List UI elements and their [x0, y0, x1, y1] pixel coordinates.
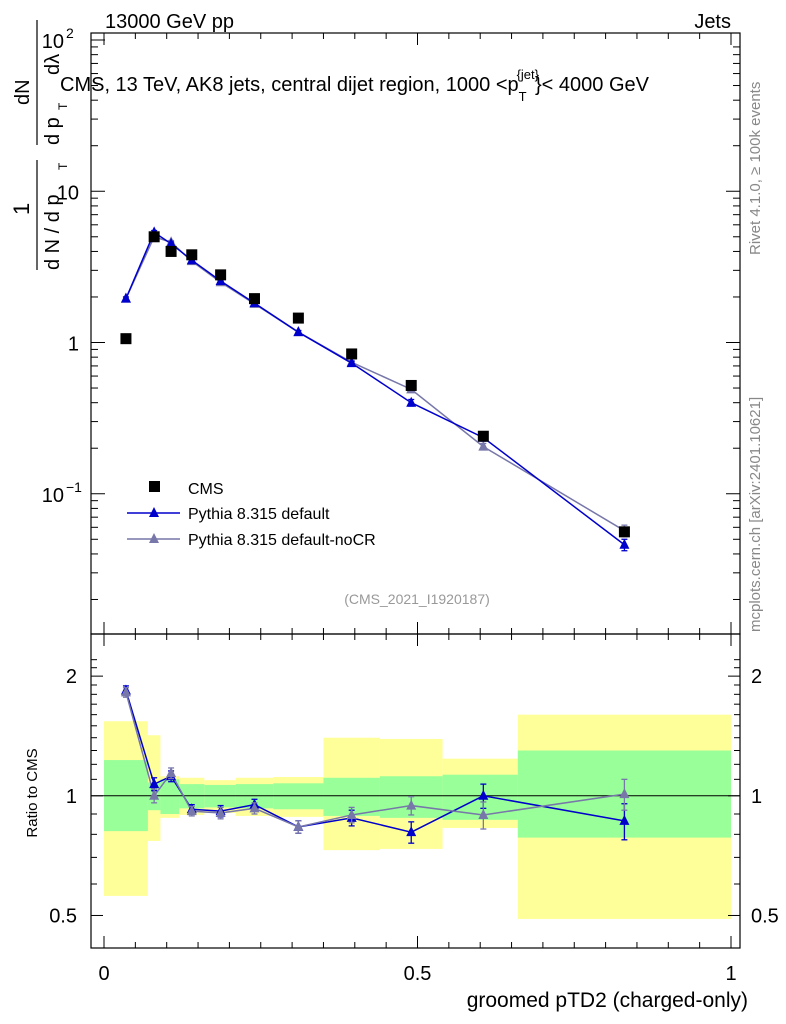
ratio-y-tick-label: 1	[66, 786, 77, 808]
ratio-point-nocr	[619, 788, 630, 799]
y-label-denominator-2: d p	[42, 117, 64, 145]
point-cms	[405, 379, 417, 391]
y-label-numerator-1: 1	[9, 203, 34, 215]
x-tick-label: 1	[725, 963, 736, 985]
ratio-point-default	[619, 814, 630, 825]
point-cms	[477, 430, 489, 442]
header-left: 13000 GeV pp	[105, 11, 234, 33]
ratio-point-nocr	[406, 799, 417, 810]
y-label-numerator-2: dN	[12, 79, 34, 105]
ratio-point-nocr	[293, 820, 304, 831]
ratio-point-nocr	[249, 802, 260, 813]
legend-marker-default	[149, 507, 159, 517]
ratio-point-nocr	[186, 805, 197, 816]
point-default	[406, 396, 417, 407]
main-y-tick-label: 10	[42, 485, 64, 507]
legend-marker-nocr	[149, 533, 159, 543]
point-cms	[346, 348, 358, 360]
main-title-sup: {jet}	[517, 67, 540, 82]
main-series-points	[120, 226, 630, 552]
x-axis-label: groomed pTD2 (charged-only)	[467, 989, 748, 1012]
main-title-sub: T	[519, 89, 527, 104]
analysis-watermark: (CMS_2021_I1920187)	[344, 591, 490, 607]
main-y-tick-label: 1	[68, 334, 79, 356]
ratio-point-nocr	[346, 808, 357, 819]
ratio-y-tick-label-right: 0.5	[751, 905, 779, 927]
ratio-point-nocr	[166, 767, 177, 778]
main-y-axis-label: 1 d N / d p T dN d p T dλ	[9, 20, 70, 270]
ratio-point-nocr	[149, 789, 160, 800]
main-title-end: }< 4000 GeV	[535, 74, 650, 96]
rivet-version-label: Rivet 4.1.0, ≥ 100k events	[747, 82, 764, 255]
ratio-uncertainty-bands	[104, 714, 731, 919]
point-cms	[120, 333, 132, 345]
y-label-sub-1: T	[56, 162, 70, 170]
ratio-y-tick-label: 0.5	[49, 905, 77, 927]
ratio-point-nocr	[120, 686, 131, 697]
point-default	[346, 357, 357, 368]
ratio-point-default	[149, 778, 160, 789]
legend-label-cms: CMS	[188, 481, 224, 498]
ratio-y-tick-label: 2	[66, 666, 77, 688]
ratio-point-nocr	[215, 807, 226, 818]
legend-label-default: Pythia 8.315 default	[188, 506, 330, 523]
ratio-y-tick-label-right: 2	[751, 666, 762, 688]
point-cms	[618, 526, 630, 538]
main-title-text: CMS, 13 TeV, AK8 jets, central dijet reg…	[60, 74, 519, 96]
ratio-point-default	[406, 826, 417, 837]
band-inner-2	[160, 779, 180, 814]
point-cms	[165, 245, 177, 257]
legend: CMS Pythia 8.315 default Pythia 8.315 de…	[127, 481, 376, 549]
legend-label-nocr: Pythia 8.315 default-noCR	[188, 532, 376, 549]
main-y-tick-exponent: 2	[66, 25, 74, 41]
point-nocr	[478, 440, 489, 451]
point-default	[166, 237, 177, 248]
ratio-series-points	[120, 684, 630, 844]
point-default	[619, 538, 630, 549]
point-default	[120, 292, 131, 303]
main-title: CMS, 13 TeV, AK8 jets, central dijet reg…	[60, 67, 650, 104]
ratio-y-tick-label-right: 1	[751, 786, 762, 808]
point-default	[293, 326, 304, 337]
point-cms	[186, 249, 198, 261]
y-label-dlambda: dλ	[42, 54, 64, 75]
point-cms	[292, 312, 304, 324]
y-label-sub-2: T	[56, 102, 70, 110]
point-cms	[215, 269, 227, 281]
legend-marker-cms	[149, 481, 160, 492]
main-y-tick-exponent: −1	[66, 479, 82, 495]
ratio-point-default	[478, 789, 489, 800]
x-tick-label: 0	[98, 963, 109, 985]
header-right: Jets	[694, 11, 731, 33]
ratio-y-axis-label: Ratio to CMS	[24, 748, 41, 837]
y-label-denominator-1: d N / d p	[42, 194, 64, 270]
point-cms	[148, 231, 160, 243]
point-cms	[248, 293, 260, 305]
main-y-tick-label: 10	[42, 31, 64, 53]
ratio-axis-ticks: 0 0.5 1 2 2 1 1 0.5 0.5	[49, 634, 779, 985]
main-y-tick-label: 10	[57, 182, 79, 204]
mcplots-label: mcplots.cern.ch [arXiv:2401.10621]	[747, 397, 764, 632]
ratio-plot-frame	[90, 633, 741, 949]
x-tick-label: 0.5	[404, 963, 432, 985]
ratio-point-nocr	[478, 808, 489, 819]
